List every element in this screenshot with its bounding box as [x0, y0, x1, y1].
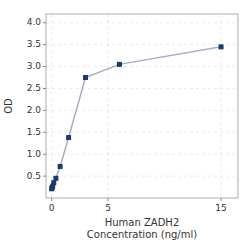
x-axis-label-line: Human ZADH2 — [105, 217, 180, 228]
grid-line-y — [46, 66, 238, 67]
grid-line-y — [46, 110, 238, 111]
chart-svg: 0.5 1.0 1.5 2.0 2.5 3.0 3.5 4.0 0 5 15 Human ZADH2C… — [0, 0, 250, 250]
y-tick-label: 0.5 — [27, 171, 41, 181]
axes: 0.5 1.0 1.5 2.0 2.5 3.0 3.5 4.0 0 5 15 — [27, 14, 238, 213]
grid-line-x — [108, 14, 109, 198]
plot-background — [46, 14, 238, 198]
grid-line-y — [46, 22, 238, 23]
plot-frame — [46, 14, 238, 198]
grid-line-x — [51, 14, 52, 198]
grid-line-y — [46, 132, 238, 133]
data-point — [83, 75, 88, 80]
grid-line-y — [46, 44, 238, 45]
x-tick — [221, 198, 222, 201]
y-tick — [43, 22, 46, 23]
y-tick-label: 1.0 — [27, 149, 42, 159]
y-tick — [43, 154, 46, 155]
grid-line-y — [46, 176, 238, 177]
x-tick — [108, 198, 109, 201]
x-tick-label: 15 — [215, 203, 226, 213]
grid — [46, 14, 238, 198]
y-tick — [43, 88, 46, 89]
data-point — [58, 164, 63, 169]
data-point — [117, 62, 122, 67]
grid-line-y — [46, 88, 238, 89]
grid-line-x — [221, 14, 222, 198]
x-axis-label-line: Concentration (ng/ml) — [87, 229, 197, 240]
x-tick-label: 5 — [105, 203, 111, 213]
data-point — [51, 180, 56, 185]
y-tick — [43, 66, 46, 67]
grid-line-y — [46, 154, 238, 155]
y-tick-label: 2.5 — [27, 83, 41, 93]
y-axis-label: OD — [3, 98, 14, 114]
x-axis-label: Human ZADH2Concentration (ng/ml) — [87, 217, 197, 240]
chart-container: 0.5 1.0 1.5 2.0 2.5 3.0 3.5 4.0 0 5 15 Human ZADH2C… — [0, 0, 250, 250]
x-tick-label: 0 — [49, 203, 55, 213]
data-point — [219, 44, 224, 49]
y-tick-label: 3.0 — [27, 61, 42, 71]
data-layer — [49, 44, 223, 191]
data-point — [66, 135, 71, 140]
y-tick-label: 4.0 — [27, 17, 42, 27]
y-tick-label: 2.0 — [27, 105, 42, 115]
y-tick-label: 1.5 — [27, 127, 41, 137]
y-tick — [43, 110, 46, 111]
y-tick — [43, 132, 46, 133]
y-tick — [43, 176, 46, 177]
y-tick-label: 3.5 — [27, 39, 41, 49]
data-line — [52, 47, 221, 189]
data-point — [53, 176, 58, 181]
x-tick — [51, 198, 52, 201]
y-tick — [43, 44, 46, 45]
